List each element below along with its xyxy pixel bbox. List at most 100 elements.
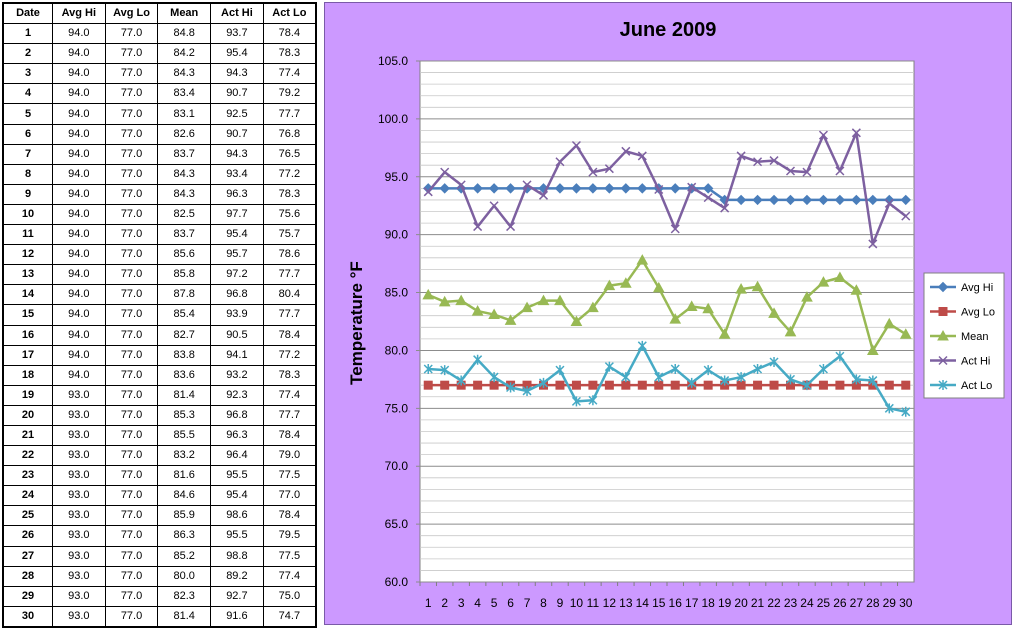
table-row: 5 94.0 77.0 83.1 92.5 77.7 (2, 103, 317, 125)
date-cell: 1 (2, 23, 53, 45)
date-cell: 12 (2, 244, 53, 266)
data-point (768, 307, 780, 318)
value-cell: 77.0 (104, 324, 159, 346)
value-cell: 77.4 (262, 565, 317, 587)
x-tick-label: 26 (833, 596, 847, 610)
value-cell: 77.7 (262, 304, 317, 326)
date-cell: 20 (2, 404, 53, 426)
value-cell: 77.0 (104, 304, 159, 326)
value-cell: 93.0 (52, 485, 106, 507)
date-cell: 13 (2, 264, 53, 286)
value-cell: 96.8 (210, 404, 264, 426)
value-cell: 95.5 (210, 525, 264, 547)
data-point (818, 363, 828, 374)
value-cell: 77.4 (262, 384, 317, 406)
table-row: 16 94.0 77.0 82.7 90.5 78.4 (2, 324, 317, 346)
legend-label: Avg Hi (961, 282, 993, 294)
table-row: 17 94.0 77.0 83.8 94.1 77.2 (2, 344, 317, 366)
table-row: 4 94.0 77.0 83.4 90.7 79.2 (2, 83, 317, 105)
data-point (571, 140, 581, 151)
value-cell: 93.0 (52, 384, 106, 406)
y-tick-label: 60.0 (385, 575, 409, 589)
x-tick-label: 17 (685, 596, 699, 610)
value-cell: 83.4 (157, 83, 212, 105)
x-tick-label: 13 (619, 596, 633, 610)
value-cell: 79.0 (262, 445, 317, 467)
value-cell: 98.6 (210, 505, 264, 527)
x-tick-label: 28 (866, 596, 880, 610)
x-tick-label: 8 (540, 596, 547, 610)
table-row: 15 94.0 77.0 85.4 93.9 77.7 (2, 304, 317, 326)
value-cell: 94.0 (52, 244, 106, 266)
data-point (438, 295, 451, 307)
data-point (588, 380, 598, 390)
value-cell: 90.7 (210, 83, 264, 105)
data-point (769, 156, 779, 166)
data-point (835, 166, 845, 176)
data-point (735, 194, 747, 206)
value-cell: 77.0 (104, 445, 159, 467)
value-cell: 77.0 (104, 203, 159, 226)
value-cell: 89.2 (210, 565, 264, 587)
data-point (423, 187, 433, 197)
x-tick-label: 18 (701, 596, 715, 610)
value-cell: 77.0 (104, 565, 159, 587)
table-row: 29 93.0 77.0 82.3 92.7 75.0 (2, 585, 317, 607)
x-tick-label: 30 (899, 596, 913, 610)
value-cell: 93.4 (210, 163, 264, 185)
value-cell: 82.7 (157, 324, 212, 346)
table-row: 26 93.0 77.0 86.3 95.5 79.5 (2, 525, 317, 547)
x-tick-label: 4 (474, 596, 481, 610)
value-cell: 77.0 (104, 605, 159, 628)
value-cell: 87.8 (157, 284, 212, 306)
data-point (835, 351, 845, 362)
y-tick-label: 100.0 (378, 112, 408, 126)
value-cell: 78.4 (262, 424, 317, 447)
value-cell: 84.8 (157, 23, 212, 45)
data-point (817, 276, 830, 287)
series-mean (422, 254, 912, 355)
data-point (538, 377, 549, 388)
value-cell: 93.0 (52, 404, 106, 426)
value-cell: 92.5 (210, 103, 264, 125)
value-cell: 93.0 (52, 565, 106, 587)
value-cell: 83.1 (157, 103, 212, 125)
value-cell: 77.0 (104, 183, 159, 205)
data-point (720, 203, 730, 213)
table-row: 19 93.0 77.0 81.4 92.3 77.4 (2, 384, 317, 406)
table-row: 30 93.0 77.0 81.4 91.6 74.7 (2, 605, 317, 628)
data-point (703, 365, 713, 376)
data-point (440, 380, 450, 390)
value-cell: 77.5 (262, 545, 317, 567)
value-cell: 80.4 (262, 284, 317, 306)
value-cell: 97.2 (210, 264, 264, 286)
value-cell: 77.0 (104, 525, 159, 547)
value-cell: 85.6 (157, 244, 212, 266)
data-point (537, 294, 550, 306)
value-cell: 76.8 (262, 123, 317, 145)
x-tick-label: 19 (718, 596, 732, 610)
table-header-row: Date Avg Hi Avg Lo Mean Act Hi Act Lo (2, 2, 317, 25)
data-point (587, 301, 599, 313)
value-cell: 77.2 (262, 163, 317, 185)
value-cell: 94.1 (210, 344, 264, 366)
data-point (900, 194, 911, 206)
table-row: 2 94.0 77.0 84.2 95.4 78.3 (2, 43, 317, 65)
data-point (720, 375, 730, 386)
value-cell: 78.4 (262, 505, 317, 527)
data-point (769, 357, 779, 368)
data-point (867, 194, 879, 206)
data-point (654, 372, 664, 383)
data-point (884, 403, 894, 414)
data-point (851, 128, 861, 138)
data-point (850, 284, 863, 295)
data-point (768, 194, 780, 206)
data-point (554, 183, 566, 194)
value-cell: 94.0 (52, 63, 106, 85)
series-act-hi (423, 128, 911, 249)
data-point (687, 182, 697, 192)
data-point (718, 328, 731, 339)
x-tick-label: 23 (784, 596, 798, 610)
data-point (753, 363, 763, 374)
data-point (835, 380, 845, 390)
